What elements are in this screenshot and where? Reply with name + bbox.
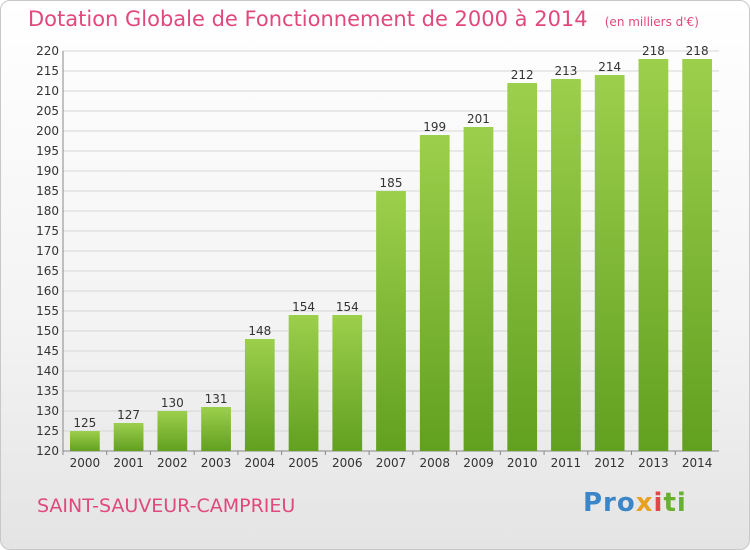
- bar-2014: [682, 59, 713, 451]
- chart-title: Dotation Globale de Fonctionnement de 20…: [28, 7, 588, 31]
- data-label: 131: [205, 392, 228, 406]
- bar-2006: [332, 315, 363, 451]
- bar-2013: [638, 59, 669, 451]
- x-tick-label: 2000: [70, 456, 101, 470]
- y-tick-label: 195: [36, 144, 59, 158]
- data-label: 199: [423, 120, 446, 134]
- data-label: 127: [117, 408, 140, 422]
- data-label: 154: [336, 300, 359, 314]
- data-label: 218: [686, 44, 709, 58]
- y-tick-label: 130: [36, 404, 59, 418]
- data-label: 125: [73, 416, 96, 430]
- bar-2000: [69, 431, 100, 451]
- y-tick-label: 125: [36, 424, 59, 438]
- logo-part: Pro: [583, 488, 636, 518]
- y-tick-label: 215: [36, 64, 59, 78]
- y-tick-label: 140: [36, 364, 59, 378]
- y-tick-label: 210: [36, 84, 59, 98]
- logo-part: i: [653, 488, 664, 518]
- data-label: 130: [161, 396, 184, 410]
- title-block: Dotation Globale de Fonctionnement de 20…: [28, 7, 699, 31]
- data-label: 213: [554, 64, 577, 78]
- chart-unit: (en milliers d'€): [604, 15, 699, 29]
- x-tick-label: 2010: [507, 456, 538, 470]
- commune-name: SAINT-SAUVEUR-CAMPRIEU: [37, 495, 296, 517]
- bar-2009: [463, 127, 494, 451]
- y-tick-labels: 120 125 130 135 140 145 150 155 160 165 170 175 180 1…: [36, 44, 59, 458]
- y-tick-label: 135: [36, 384, 59, 398]
- bar-2003: [201, 407, 231, 451]
- y-tick-label: 185: [36, 184, 59, 198]
- x-tick-label: 2004: [245, 456, 276, 470]
- bar-2002: [157, 411, 188, 451]
- y-tick-label: 180: [36, 204, 59, 218]
- bar-2012: [594, 75, 625, 451]
- y-tick-label: 160: [36, 284, 59, 298]
- y-tick-label: 220: [36, 44, 59, 58]
- bar-2007: [376, 191, 406, 451]
- y-tick-label: 205: [36, 104, 59, 118]
- data-label: 214: [598, 60, 621, 74]
- y-tick-label: 170: [36, 244, 59, 258]
- x-tick-label: 2006: [332, 456, 363, 470]
- data-label: 218: [642, 44, 665, 58]
- y-tick-label: 150: [36, 324, 59, 338]
- logo-part: ti: [663, 488, 687, 518]
- logo-part: x: [635, 488, 654, 518]
- x-tick-label: 2011: [551, 456, 582, 470]
- data-label: 212: [511, 68, 534, 82]
- bar-2011: [551, 79, 581, 451]
- data-label: 185: [380, 176, 403, 190]
- bar-2001: [113, 423, 144, 451]
- y-tick-label: 190: [36, 164, 59, 178]
- x-tick-label: 2002: [157, 456, 188, 470]
- y-tick-label: 175: [36, 224, 59, 238]
- data-label: 201: [467, 112, 490, 126]
- bar-2008: [419, 135, 450, 451]
- x-tick-labels: 2000 2001 2002 2003 2004 2005 2006 2007 2008 2009…: [70, 456, 713, 470]
- y-tick-label: 145: [36, 344, 59, 358]
- bars: 125 127 130 131 148 154 154 185 199 201 212 213 214 2…: [69, 44, 713, 451]
- y-tick-label: 165: [36, 264, 59, 278]
- x-tick-label: 2012: [594, 456, 625, 470]
- x-tick-label: 2007: [376, 456, 407, 470]
- bar-2010: [507, 83, 538, 451]
- data-label: 148: [248, 324, 271, 338]
- x-tick-label: 2014: [682, 456, 713, 470]
- x-tick-label: 2013: [638, 456, 669, 470]
- data-label: 154: [292, 300, 315, 314]
- x-tick-label: 2003: [201, 456, 232, 470]
- x-tick-label: 2008: [419, 456, 450, 470]
- x-tick-label: 2009: [463, 456, 494, 470]
- x-tick-label: 2001: [113, 456, 144, 470]
- bar-2004: [244, 339, 275, 451]
- bar-2005: [288, 315, 319, 451]
- y-tick-label: 200: [36, 124, 59, 138]
- y-tick-label: 120: [36, 444, 59, 458]
- y-tick-label: 155: [36, 304, 59, 318]
- proxiti-logo: Proxiti: [583, 488, 687, 518]
- x-tick-label: 2005: [288, 456, 319, 470]
